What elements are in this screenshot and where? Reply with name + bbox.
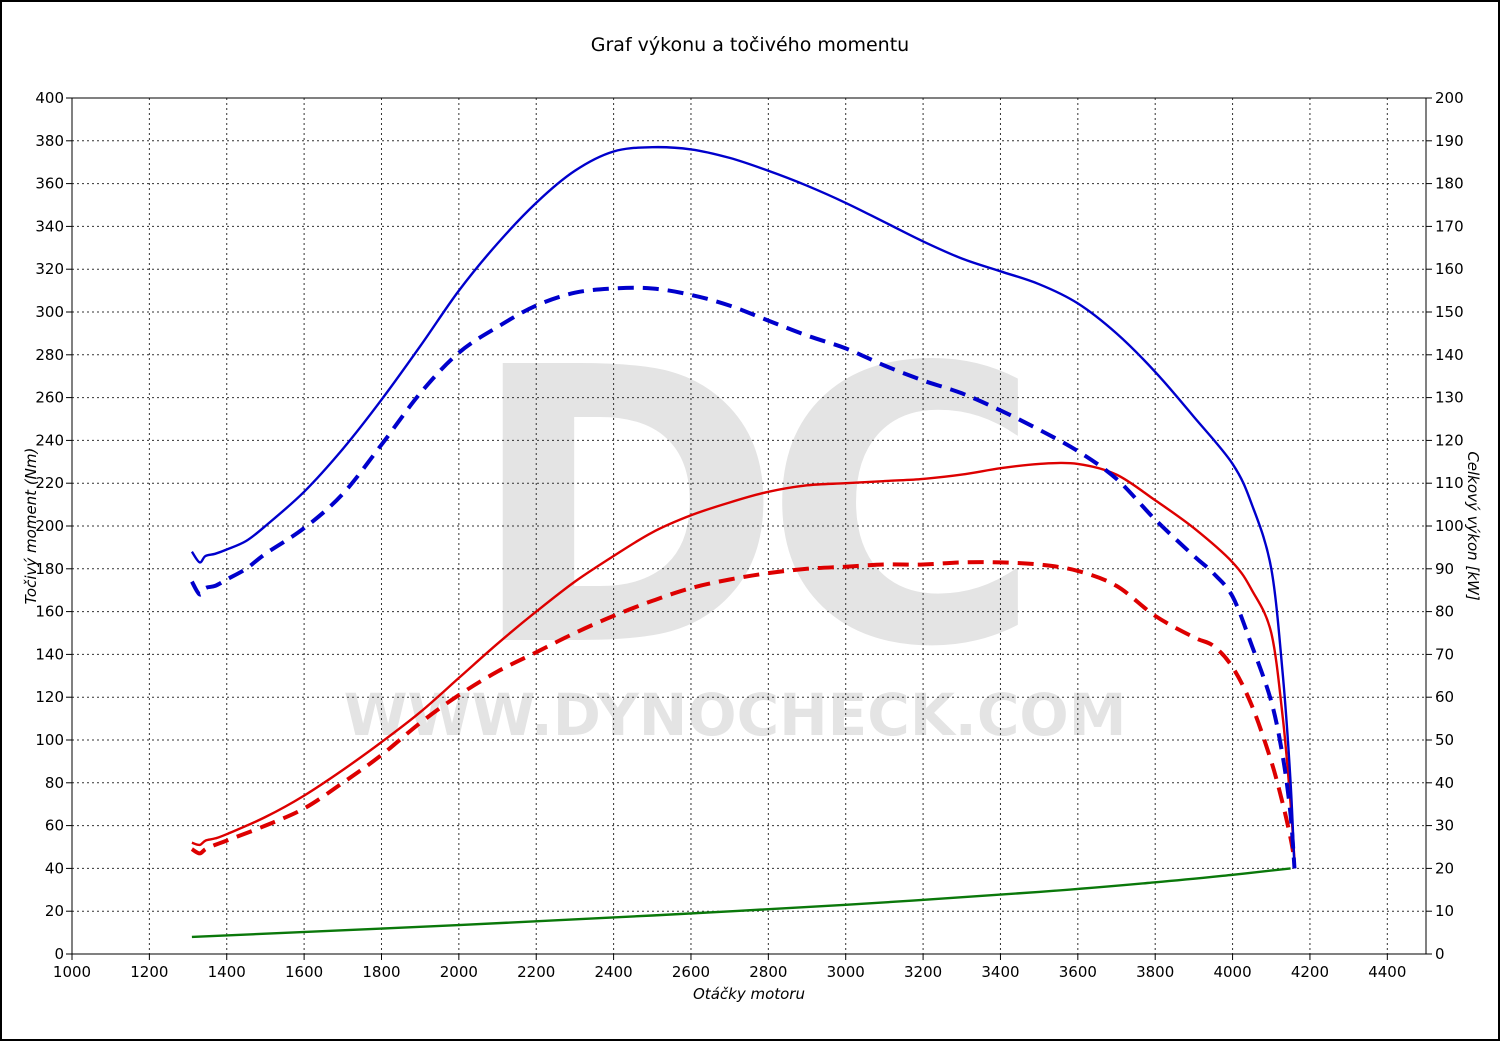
y-left-tick-label: 40 <box>45 859 64 877</box>
y-right-tick-label: 200 <box>1435 89 1464 107</box>
grid <box>72 98 1426 954</box>
y-left-tick-label: 280 <box>35 346 64 364</box>
series-line-power-solid <box>191 461 1296 860</box>
y-left-tick-label: 240 <box>35 431 64 449</box>
y-right-tick-label: 120 <box>1435 431 1464 449</box>
y-right-tick-label: 90 <box>1435 560 1454 578</box>
y-right-tick-label: 190 <box>1435 132 1464 150</box>
x-tick-label: 3400 <box>981 963 1019 981</box>
x-tick-label: 1400 <box>208 963 246 981</box>
y-right-tick-label: 150 <box>1435 303 1464 321</box>
series-line-torque-solid <box>190 145 1296 869</box>
chart-title: Graf výkonu a točivého momentu <box>590 34 910 56</box>
y-left-tick-label: 100 <box>35 731 64 749</box>
y-right-tick-label: 180 <box>1435 175 1464 193</box>
series-line-torque-dashed <box>190 285 1297 869</box>
y-left-tick-label: 60 <box>45 817 64 835</box>
y-left-tick-label: 400 <box>35 89 64 107</box>
axis-ticks: 1000 1200 1400 1600 1800 2000 2200 2400 2600 2800… <box>35 89 1463 981</box>
y-right-tick-label: 70 <box>1435 645 1454 663</box>
series-line-power-dashed <box>190 560 1297 861</box>
x-tick-label: 2400 <box>595 963 633 981</box>
y-right-tick-label: 30 <box>1435 817 1454 835</box>
y-left-tick-label: 0 <box>54 945 64 963</box>
y-right-tick-label: 40 <box>1435 774 1454 792</box>
y-left-tick-label: 220 <box>35 474 64 492</box>
y-left-tick-label: 80 <box>45 774 64 792</box>
x-tick-label: 2200 <box>517 963 555 981</box>
y-right-tick-label: 50 <box>1435 731 1454 749</box>
y-right-tick-label: 20 <box>1435 859 1454 877</box>
y-left-tick-label: 360 <box>35 175 64 193</box>
y-left-tick-label: 260 <box>35 389 64 407</box>
y-axis-right-label: Celkový výkon [kW] <box>1464 451 1482 601</box>
y-right-tick-label: 140 <box>1435 346 1464 364</box>
series-line-loss <box>191 867 1291 939</box>
y-right-tick-label: 0 <box>1435 945 1445 963</box>
x-tick-label: 1000 <box>53 963 91 981</box>
watermark-logo: DC <box>468 287 1022 730</box>
y-left-tick-label: 320 <box>35 260 64 278</box>
y-left-tick-label: 200 <box>35 517 64 535</box>
watermark-url: WWW.DYNOCHECK.COM <box>344 681 1127 749</box>
x-tick-label: 3800 <box>1136 963 1174 981</box>
y-left-tick-label: 20 <box>45 902 64 920</box>
x-tick-label: 1200 <box>130 963 168 981</box>
y-left-tick-label: 160 <box>35 603 64 621</box>
x-tick-label: 1800 <box>362 963 400 981</box>
y-left-tick-label: 340 <box>35 217 64 235</box>
y-right-tick-label: 80 <box>1435 603 1454 621</box>
y-right-tick-label: 10 <box>1435 902 1454 920</box>
y-left-tick-label: 300 <box>35 303 64 321</box>
series-layer <box>190 145 1297 939</box>
y-right-tick-label: 60 <box>1435 688 1454 706</box>
watermark: DC WWW.DYNOCHECK.COM <box>344 287 1127 749</box>
x-tick-label: 2000 <box>440 963 478 981</box>
y-right-tick-label: 130 <box>1435 389 1464 407</box>
x-tick-label: 1600 <box>285 963 323 981</box>
y-right-tick-label: 110 <box>1435 474 1464 492</box>
y-right-tick-label: 160 <box>1435 260 1464 278</box>
y-axis-left-label: Točivý moment (Nm) <box>22 448 40 605</box>
y-right-tick-label: 170 <box>1435 217 1464 235</box>
x-tick-label: 4000 <box>1213 963 1251 981</box>
y-right-tick-label: 100 <box>1435 517 1464 535</box>
x-tick-label: 2600 <box>672 963 710 981</box>
x-tick-label: 4200 <box>1291 963 1329 981</box>
x-tick-label: 3000 <box>827 963 865 981</box>
x-tick-label: 3200 <box>904 963 942 981</box>
y-left-tick-label: 140 <box>35 645 64 663</box>
x-tick-label: 4400 <box>1368 963 1406 981</box>
y-left-tick-label: 180 <box>35 560 64 578</box>
y-left-tick-label: 380 <box>35 132 64 150</box>
y-left-tick-label: 120 <box>35 688 64 706</box>
x-tick-label: 3600 <box>1059 963 1097 981</box>
x-tick-label: 2800 <box>749 963 787 981</box>
x-axis-label: Otáčky motoru <box>693 985 805 1003</box>
